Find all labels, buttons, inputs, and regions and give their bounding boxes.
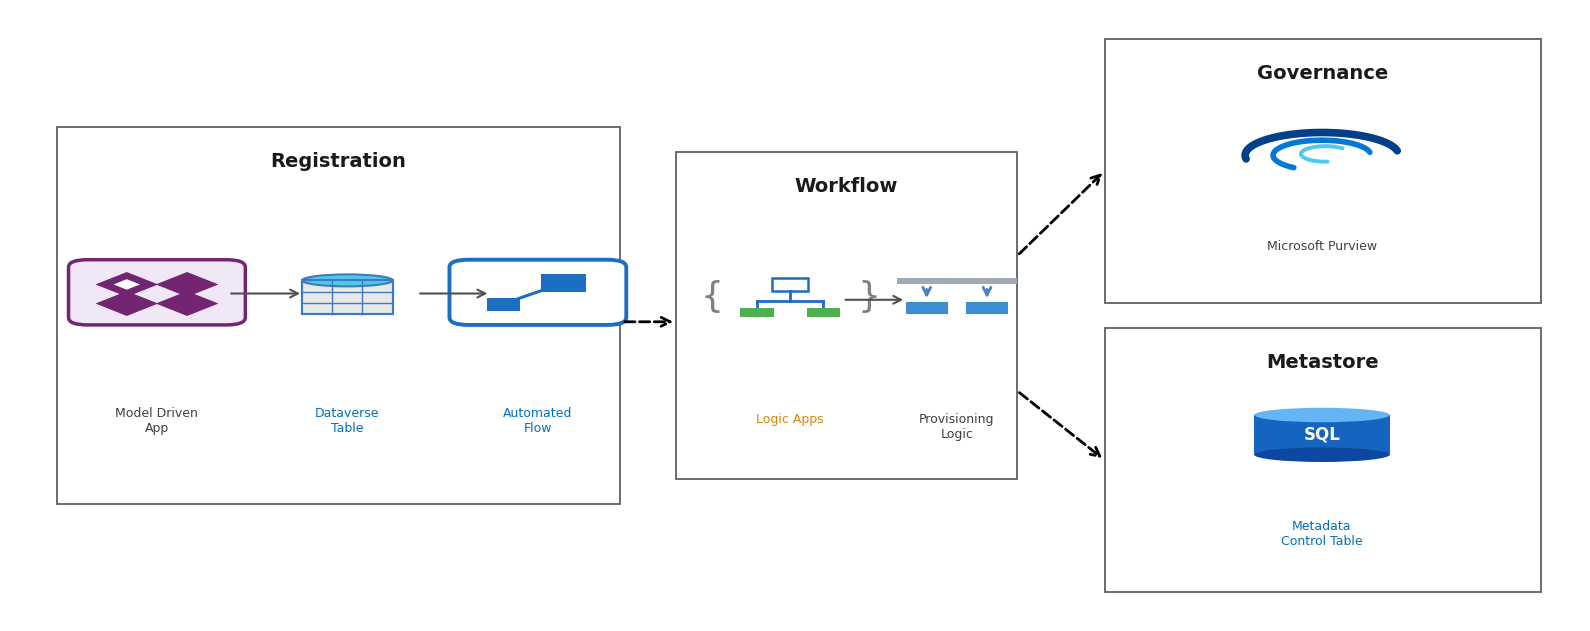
FancyBboxPatch shape <box>450 260 626 325</box>
FancyBboxPatch shape <box>1105 328 1541 592</box>
Text: Microsoft Purview: Microsoft Purview <box>1267 240 1377 253</box>
Bar <box>806 308 840 317</box>
Text: Workflow: Workflow <box>795 177 898 196</box>
Polygon shape <box>156 272 218 297</box>
Bar <box>487 298 520 310</box>
FancyBboxPatch shape <box>68 260 245 325</box>
Text: {: { <box>700 280 723 314</box>
Text: SQL: SQL <box>1304 426 1340 444</box>
Bar <box>302 280 393 314</box>
FancyBboxPatch shape <box>57 127 620 504</box>
FancyBboxPatch shape <box>1105 39 1541 303</box>
Bar <box>906 302 948 314</box>
Ellipse shape <box>1255 408 1390 422</box>
Text: Model Driven
App: Model Driven App <box>116 406 199 435</box>
Text: Automated
Flow: Automated Flow <box>502 406 572 435</box>
Text: Governance: Governance <box>1258 64 1388 83</box>
Bar <box>541 274 587 292</box>
FancyBboxPatch shape <box>676 152 1018 479</box>
Text: Dataverse
Table: Dataverse Table <box>315 406 380 435</box>
Polygon shape <box>95 291 157 316</box>
Bar <box>1255 415 1390 455</box>
Bar <box>773 278 808 292</box>
Text: Provisioning
Logic: Provisioning Logic <box>919 413 995 441</box>
Ellipse shape <box>1255 447 1390 462</box>
Text: Registration: Registration <box>270 152 407 171</box>
Polygon shape <box>156 291 218 316</box>
Text: Logic Apps: Logic Apps <box>757 413 824 426</box>
Polygon shape <box>95 272 157 297</box>
Bar <box>967 302 1008 314</box>
Ellipse shape <box>302 274 393 286</box>
Bar <box>741 308 774 317</box>
Text: Metastore: Metastore <box>1267 353 1379 372</box>
Bar <box>897 278 1018 285</box>
Polygon shape <box>113 279 140 290</box>
Text: Metadata
Control Table: Metadata Control Table <box>1282 520 1363 548</box>
Text: }: } <box>857 280 881 314</box>
